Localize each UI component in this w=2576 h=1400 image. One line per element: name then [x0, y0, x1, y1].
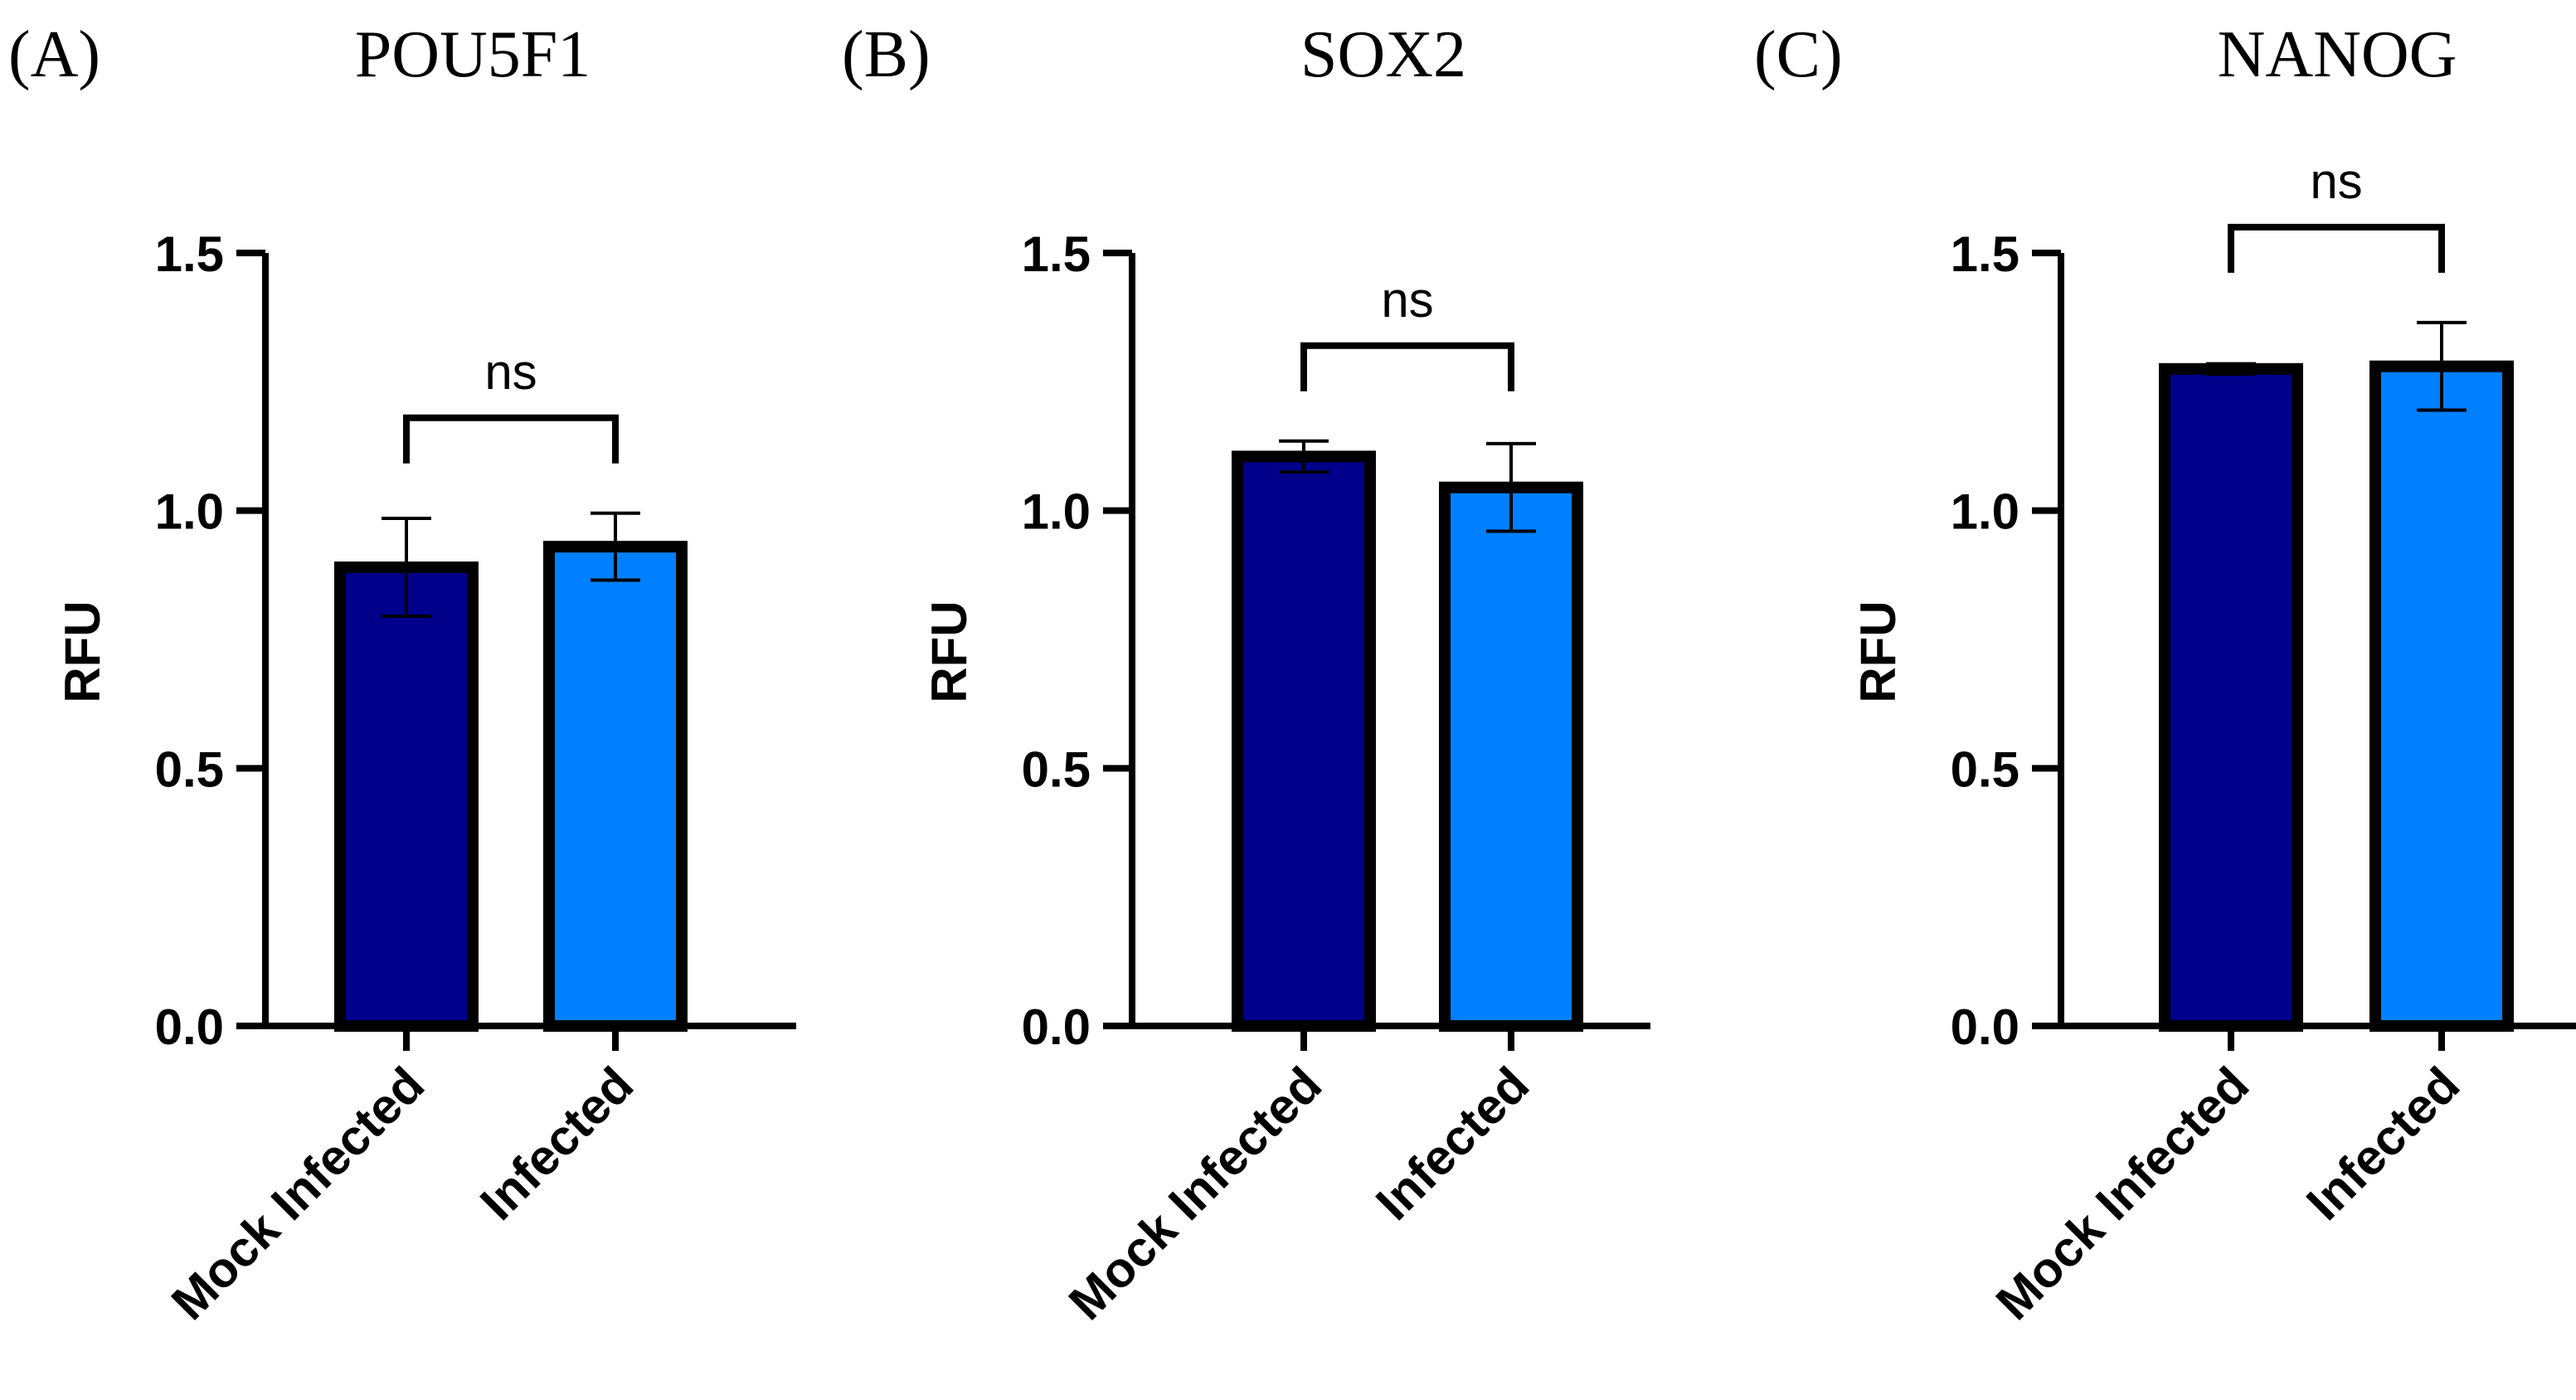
bar	[1232, 450, 1376, 1032]
panel-title: SOX2	[1300, 18, 1466, 91]
significance-bracket	[403, 414, 619, 464]
significance-bracket	[2228, 223, 2445, 273]
x-category-label: Mock Infected	[1985, 1057, 2259, 1330]
bar	[2159, 362, 2303, 1032]
y-tick-label: 0.0	[155, 999, 224, 1055]
panel-letter: (A)	[8, 18, 100, 91]
chart-panel-3: (C) NANOG RFU 0.0 0.5 1.0 1.5 Mock Infected Infe…	[1754, 18, 2576, 1330]
y-tick-label: 0.5	[1022, 741, 1091, 797]
y-axis-label: RFU	[921, 600, 977, 702]
y-tick-label: 1.0	[155, 484, 224, 540]
significance-bracket	[1300, 342, 1514, 391]
x-category-label: Infected	[1365, 1057, 1539, 1231]
y-tick-label: 1.5	[155, 226, 224, 282]
y-axis-label: RFU	[1850, 600, 1906, 702]
panel-letter: (C)	[1754, 18, 1843, 91]
y-tick-label: 1.5	[1022, 226, 1091, 282]
axes	[2058, 253, 2576, 1029]
y-tick-label: 1.0	[1951, 484, 2019, 540]
x-category-label: Mock Infected	[161, 1057, 435, 1330]
significance-label: ns	[2310, 153, 2362, 209]
y-tick-label: 0.0	[1022, 999, 1091, 1055]
x-category-label: Infected	[2296, 1057, 2470, 1231]
y-tick-label: 1.0	[1022, 484, 1091, 540]
x-category-label: Mock Infected	[1058, 1057, 1332, 1330]
axes	[262, 253, 796, 1029]
panel-letter: (B)	[842, 18, 931, 91]
panel-title: POU5F1	[355, 18, 591, 91]
y-tick-label: 0.5	[155, 741, 224, 797]
y-axis-label: RFU	[55, 600, 110, 702]
y-tick-label: 1.5	[1951, 226, 2019, 282]
bar	[2369, 360, 2514, 1032]
significance-label: ns	[1381, 272, 1433, 328]
y-tick-label: 0.0	[1951, 999, 2019, 1055]
bar	[543, 541, 688, 1032]
y-tick-label: 0.5	[1951, 741, 2019, 797]
chart-panel-2: (B) SOX2 RFU 0.0 0.5 1.0 1.5 Mock Infected Infec…	[842, 18, 1650, 1330]
axes	[1129, 253, 1650, 1029]
panel-title: NANOG	[2218, 18, 2457, 91]
x-category-label: Infected	[469, 1057, 644, 1231]
chart-panel-1: (A) POU5F1 RFU 0.0 0.5 1.0 1.5 Mock Infected Inf…	[8, 18, 796, 1330]
bar	[1439, 481, 1583, 1032]
significance-label: ns	[484, 344, 537, 400]
bar	[334, 561, 479, 1032]
